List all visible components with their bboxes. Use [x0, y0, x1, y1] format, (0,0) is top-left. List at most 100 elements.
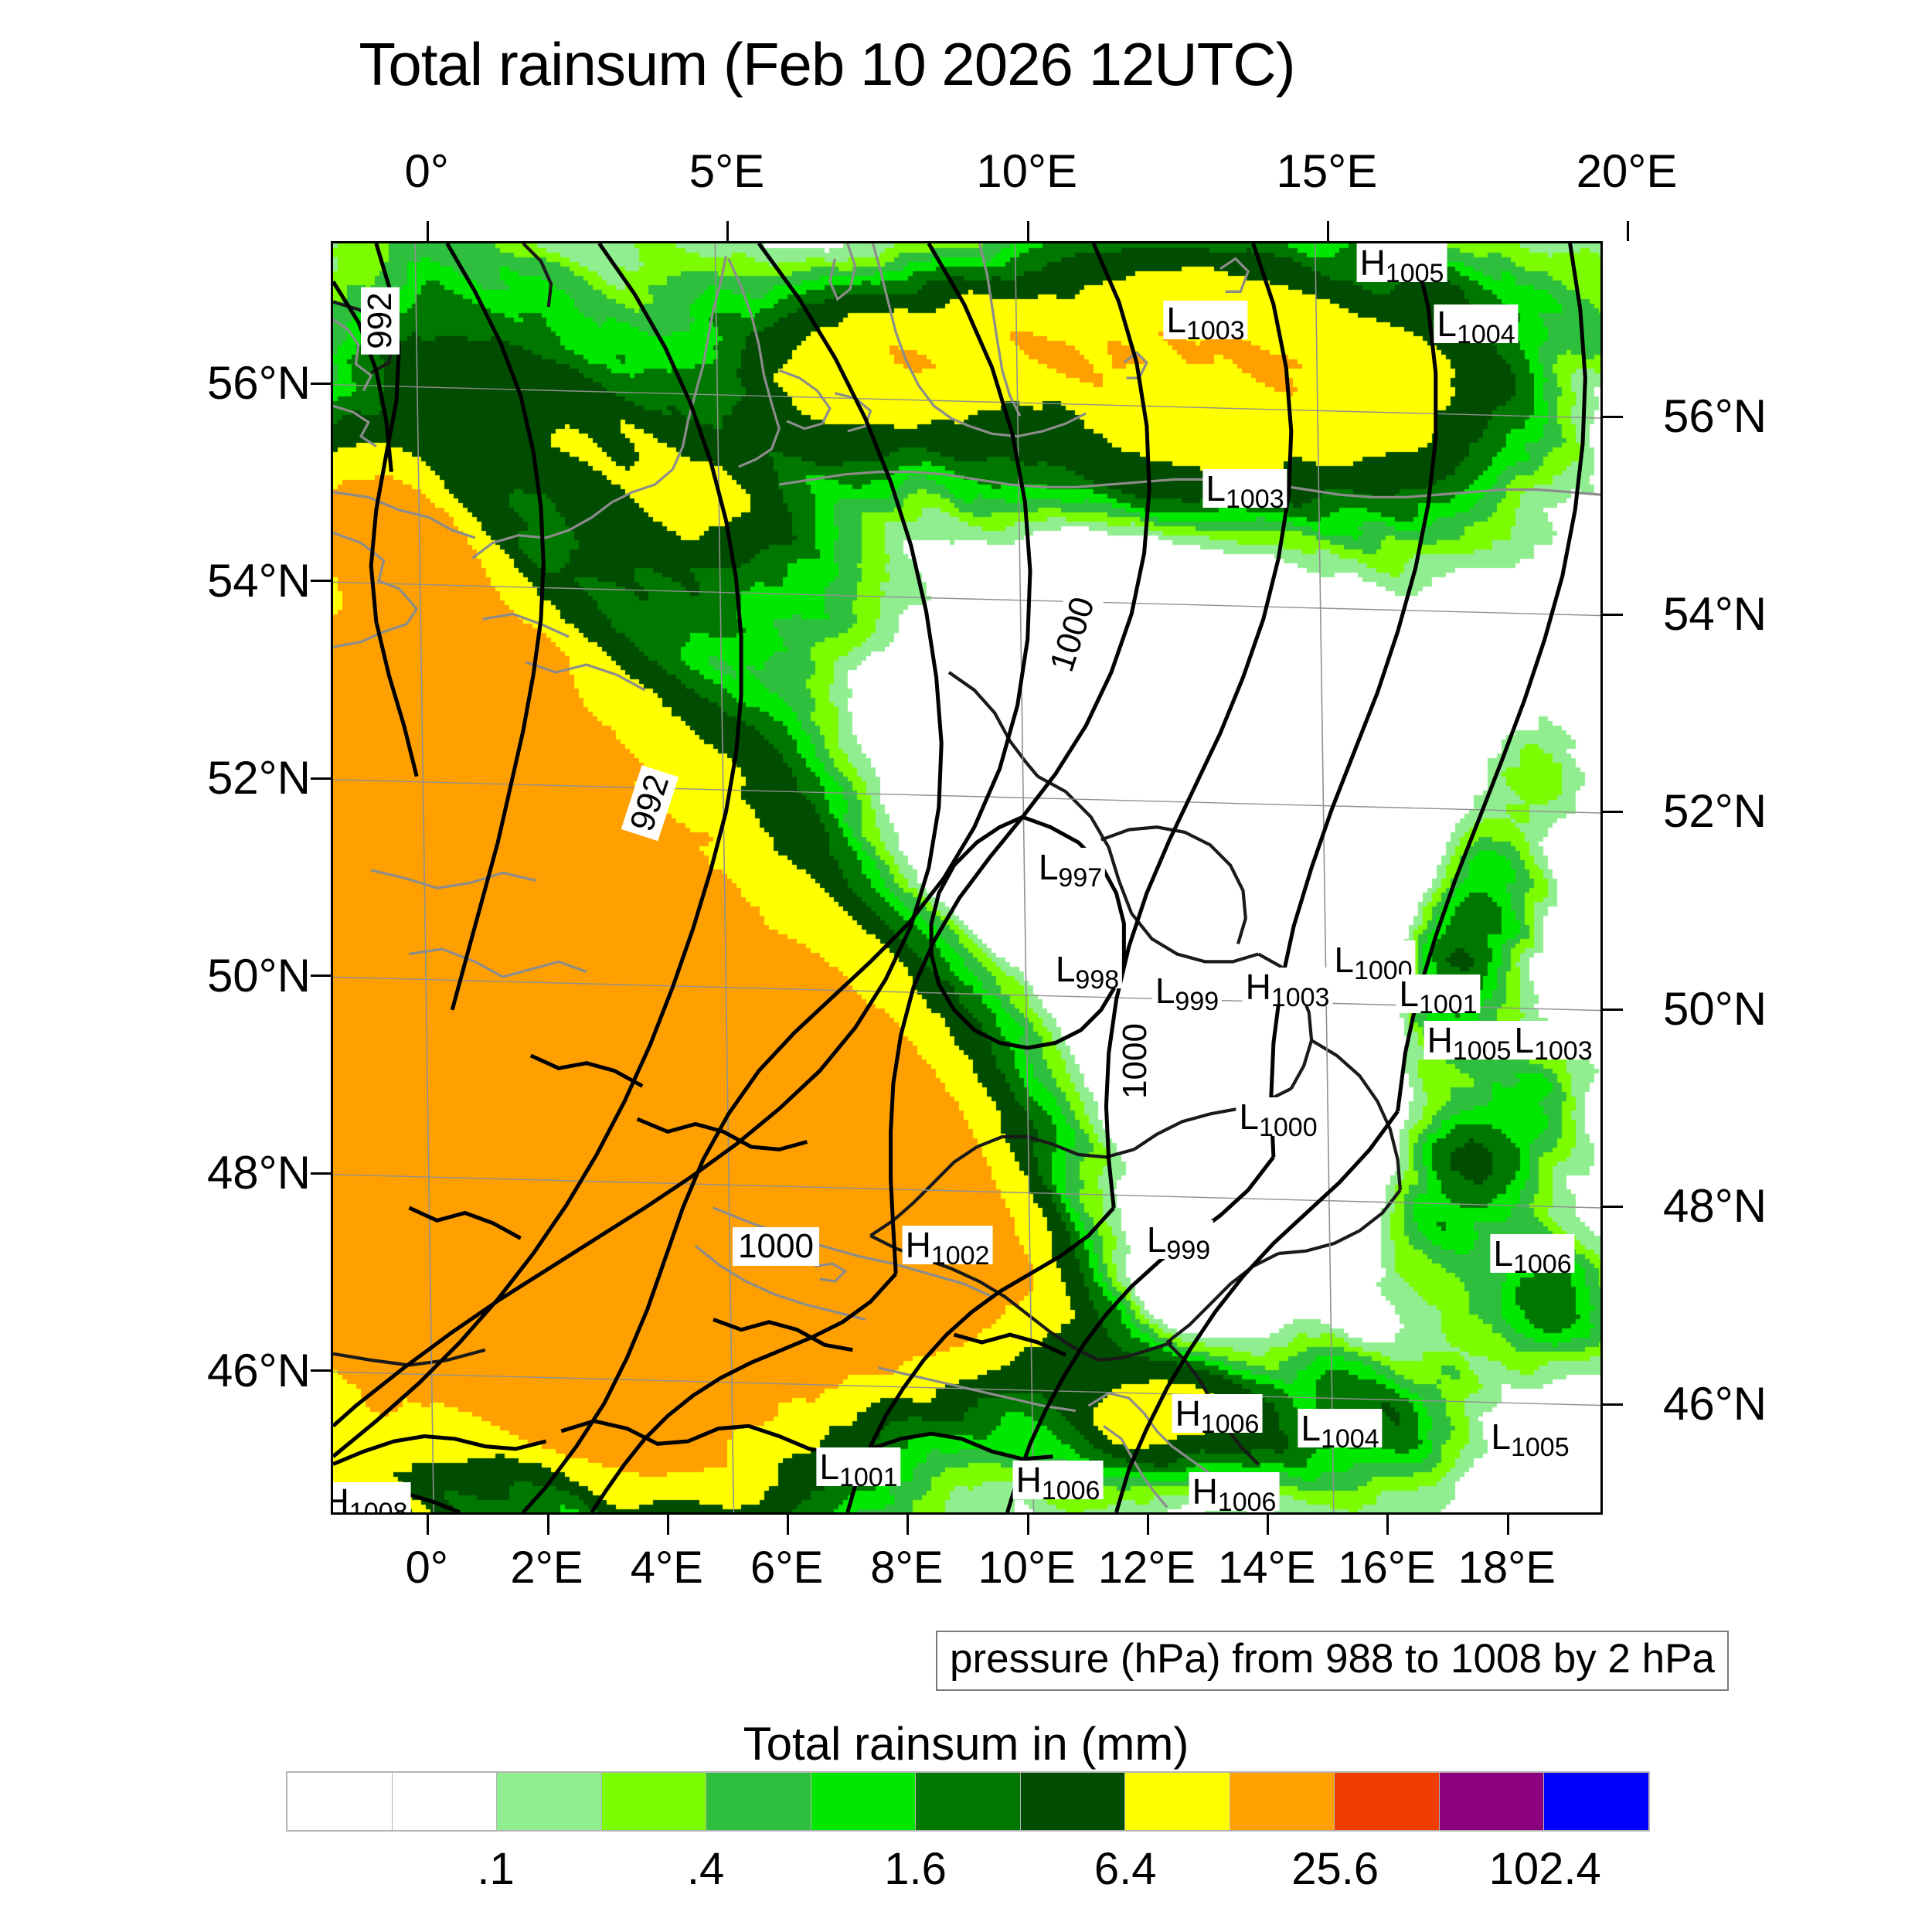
map-vector-path — [522, 243, 1032, 1512]
lat-label-left: 56°N — [206, 357, 311, 409]
lat-tick-left — [311, 777, 331, 780]
pressure-extremum-label: H1003 — [1242, 967, 1333, 1011]
map-vector-path — [953, 1332, 1066, 1357]
map-vector-path — [333, 384, 1600, 419]
precipitation-shading-canvas — [333, 243, 1600, 1512]
colorbar-tick-label: 102.4 — [1488, 1844, 1601, 1894]
lat-label-right: 48°N — [1663, 1180, 1767, 1233]
pressure-extremum-letter: L — [1206, 468, 1226, 509]
colorbar-swatch[interactable] — [1125, 1773, 1230, 1830]
colorbar-swatch[interactable] — [601, 1773, 707, 1830]
pressure-extremum-value: 1004 — [1456, 320, 1515, 349]
colorbar-swatch[interactable] — [1335, 1773, 1440, 1830]
lat-tick-left — [311, 580, 331, 583]
map-vector-path — [525, 661, 646, 692]
lat-label-right: 56°N — [1663, 390, 1767, 443]
lon-tick-bottom — [787, 1515, 790, 1535]
colorbar-swatch[interactable] — [1439, 1773, 1545, 1830]
lat-tick-left — [311, 382, 331, 385]
pressure-extremum-label: L1001 — [1396, 975, 1481, 1018]
colorbar[interactable] — [286, 1771, 1650, 1832]
pressure-extremum-letter: L — [819, 1447, 839, 1487]
colorbar-swatch[interactable] — [287, 1773, 393, 1830]
map-vector-path — [590, 1272, 898, 1512]
map-vector-path — [1114, 1110, 1400, 1512]
colorbar-swatch[interactable] — [497, 1773, 602, 1830]
colorbar-tick-label: 1.6 — [884, 1844, 947, 1894]
pressure-extremum-value: 998 — [1075, 965, 1120, 995]
lon-label-top: 20°E — [1576, 145, 1678, 197]
map-vector-path — [636, 1117, 808, 1151]
map-vector-path — [522, 243, 553, 308]
map-vector-path — [672, 256, 727, 470]
lon-tick-bottom — [1386, 1515, 1389, 1535]
map-vector-path — [976, 1134, 1135, 1159]
map-vector-path — [409, 947, 587, 978]
pressure-legend-box: pressure (hPa) from 988 to 1008 by 2 hPa — [936, 1631, 1729, 1691]
map-vector-path — [1098, 1341, 1173, 1362]
pressure-extremum-letter: H — [333, 1481, 349, 1512]
pressure-extremum-value: 1004 — [1320, 1424, 1379, 1454]
lon-label-bottom: 2°E — [510, 1543, 583, 1593]
map-plot-area[interactable]: L1003 H1005 L1004 L1003 L997 L998 L999 H1003 L10… — [331, 241, 1603, 1515]
pressure-extremum-letter: H — [1427, 1020, 1453, 1060]
colorbar-swatch[interactable] — [811, 1773, 917, 1830]
pressure-extremum-label: L1003 — [1202, 468, 1287, 512]
map-vector-path — [333, 976, 1600, 1012]
map-vector-path — [1104, 243, 1294, 1209]
map-vector-path — [694, 1244, 866, 1321]
map-vector-path — [1165, 1252, 1280, 1344]
colorbar-swatch[interactable] — [916, 1773, 1021, 1830]
lat-label-right: 50°N — [1663, 982, 1767, 1035]
map-vector-path — [968, 412, 1087, 438]
lon-tick-bottom — [1267, 1515, 1270, 1535]
colorbar-swatch[interactable] — [706, 1773, 811, 1830]
colorbar-tick-label: 25.6 — [1291, 1844, 1379, 1894]
map-vector-path — [889, 243, 1151, 1274]
map-vector-path — [333, 491, 476, 539]
colorbar-swatch[interactable] — [1544, 1773, 1648, 1830]
isobar-value-label: 1000 — [733, 1227, 819, 1266]
colorbar-swatch[interactable] — [1020, 1773, 1126, 1830]
map-vector-path — [482, 612, 570, 638]
pressure-extremum-value: 1000 — [1258, 1113, 1318, 1142]
pressure-extremum-label: L997 — [1035, 848, 1106, 891]
pressure-extremum-letter: H — [1359, 243, 1386, 283]
lat-label-left: 46°N — [206, 1344, 311, 1396]
lon-label-bottom: 0° — [405, 1543, 448, 1593]
map-vector-path — [333, 779, 1600, 814]
pressure-extremum-label: H1005 — [1356, 243, 1447, 287]
pressure-extremum-letter: L — [1166, 300, 1186, 340]
pressure-extremum-letter: L — [1437, 304, 1457, 344]
lat-tick-right — [1603, 1206, 1623, 1209]
lat-tick-right — [1603, 1008, 1623, 1011]
lat-tick-left — [311, 1172, 331, 1175]
pressure-extremum-label: L1004 — [1434, 304, 1519, 348]
lon-tick-bottom — [1026, 1515, 1029, 1535]
map-vector-path — [333, 581, 1600, 617]
lon-label-bottom: 16°E — [1338, 1543, 1436, 1593]
map-vector-path — [1103, 1424, 1168, 1509]
pressure-extremum-label: H1008 — [333, 1481, 411, 1512]
lon-tick-top — [726, 221, 730, 241]
pressure-extremum-value: 1005 — [1510, 1433, 1570, 1462]
pressure-extremum-value: 1003 — [1270, 983, 1330, 1012]
pressure-extremum-letter: L — [1493, 1233, 1513, 1274]
colorbar-title: Total rainsum in (mm) — [743, 1718, 1189, 1770]
map-vector-path — [333, 318, 373, 392]
pressure-extremum-value: 1005 — [1452, 1036, 1512, 1066]
page-title: Total rainsum (Feb 10 2026 12UTC) — [359, 30, 1295, 98]
lat-tick-right — [1603, 1403, 1623, 1406]
pressure-extremum-label: L1005 — [1488, 1417, 1573, 1461]
lon-label-bottom: 4°E — [630, 1543, 703, 1593]
lon-tick-top — [1026, 221, 1029, 241]
map-vector-path — [333, 1434, 547, 1466]
pressure-extremum-label: L1003 — [1511, 1021, 1596, 1064]
pressure-extremum-value: 1006 — [1041, 1476, 1100, 1505]
pressure-extremum-letter: H — [1245, 967, 1271, 1007]
colorbar-swatch[interactable] — [1230, 1773, 1335, 1830]
map-canvas-wrapper — [333, 243, 1600, 1512]
lat-tick-right — [1603, 416, 1623, 419]
colorbar-tick-label: .1 — [477, 1844, 515, 1894]
colorbar-swatch[interactable] — [392, 1773, 498, 1830]
